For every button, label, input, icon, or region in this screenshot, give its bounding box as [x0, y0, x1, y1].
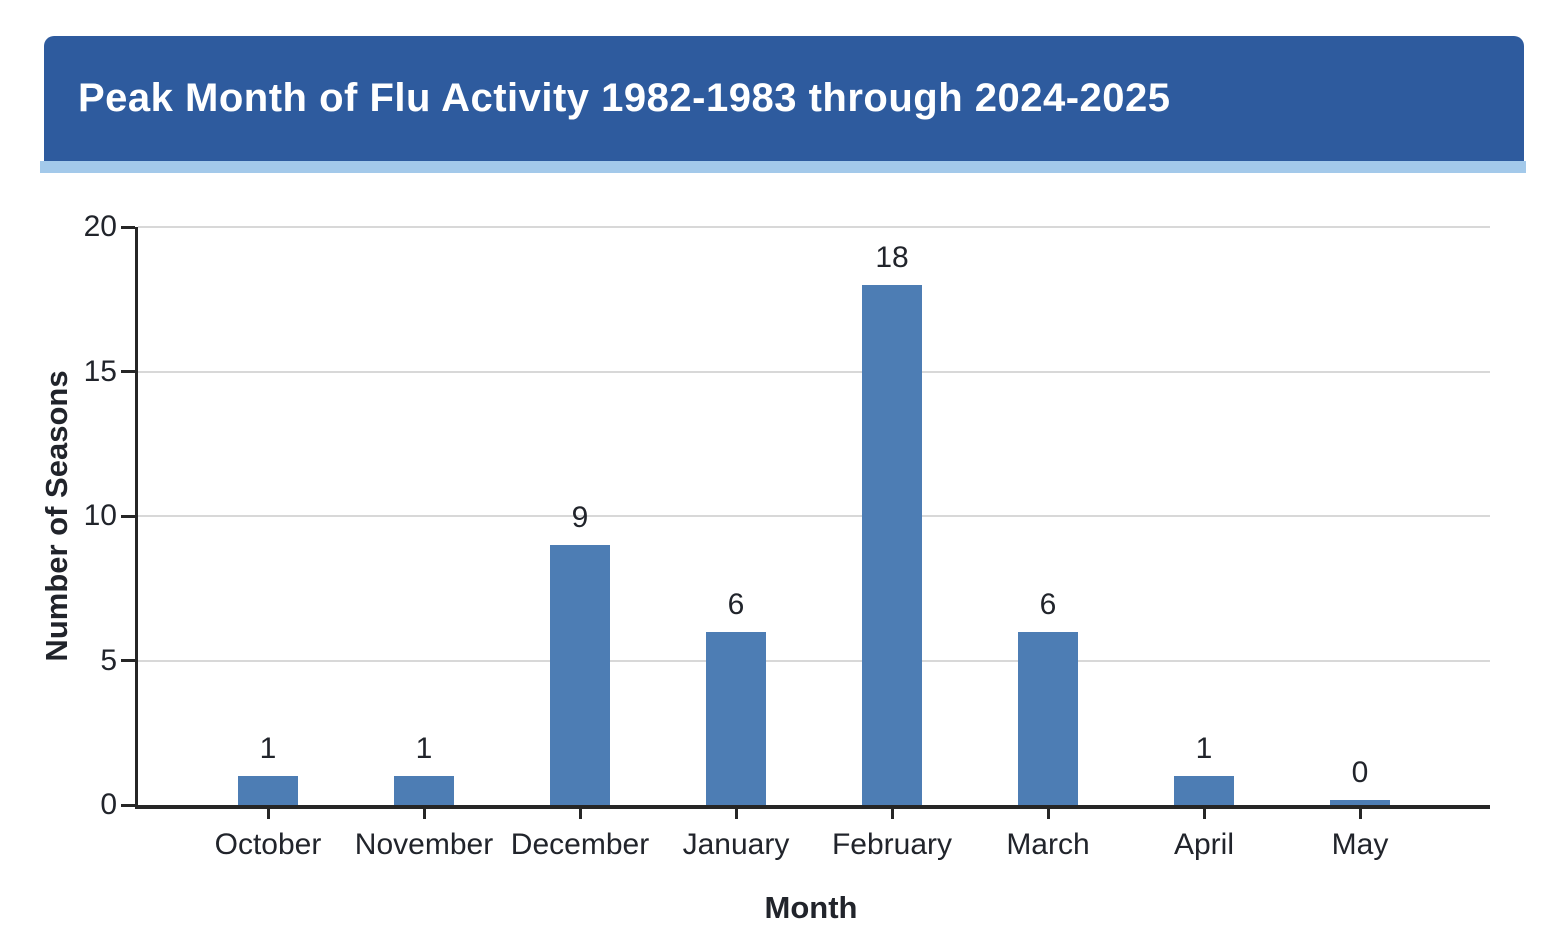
- bar-value-label: 0: [1351, 756, 1369, 789]
- bar-value-label: 9: [571, 500, 589, 534]
- bar-december: [550, 544, 610, 805]
- y-axis-tick: [121, 370, 135, 373]
- header-banner: Peak Month of Flu Activity 1982-1983 thr…: [44, 36, 1524, 161]
- bar-may: [1330, 800, 1390, 805]
- y-tick-label: 10: [83, 499, 117, 532]
- chart-title: Peak Month of Flu Activity 1982-1983 thr…: [78, 76, 1171, 120]
- x-axis-tick: [578, 805, 582, 819]
- y-tick-label: 0: [100, 788, 117, 821]
- bar-value-label: 1: [1195, 732, 1213, 766]
- x-tick-label: January: [682, 828, 790, 861]
- bar-value-label: 1: [415, 732, 433, 766]
- gridline: [138, 515, 1490, 517]
- y-axis-tick: [121, 514, 135, 518]
- bar-value-label: 18: [875, 240, 909, 274]
- plot-area: 0 5 10 15 20 1 October 1 November 9 December 6 Janua…: [84, 210, 1490, 861]
- bar-april: [1174, 776, 1234, 805]
- bar-november: [394, 776, 454, 805]
- gridline: [138, 226, 1490, 228]
- y-axis-tick: [121, 803, 135, 807]
- x-tick-label: November: [354, 828, 494, 861]
- x-tick-label: May: [1331, 828, 1389, 861]
- x-axis-tick: [1046, 805, 1050, 819]
- bar-january: [706, 631, 766, 805]
- bar-value-label: 6: [727, 587, 745, 621]
- x-axis-tick: [266, 805, 270, 819]
- x-tick-label: April: [1173, 828, 1234, 861]
- x-axis-tick: [890, 805, 894, 819]
- y-tick-label: 20: [83, 210, 117, 243]
- gridline: [138, 659, 1490, 662]
- y-tick-label: 15: [83, 354, 117, 388]
- header-accent-stripe: [40, 161, 1526, 173]
- x-tick-label: February: [831, 828, 953, 861]
- bar-value-label: 1: [259, 732, 277, 766]
- x-tick-label: March: [1006, 828, 1090, 861]
- x-axis-tick: [734, 805, 738, 819]
- bar-value-label: 6: [1039, 587, 1057, 621]
- y-axis-tick: [121, 225, 135, 229]
- x-tick-label: October: [214, 828, 322, 861]
- x-axis-tick: [1358, 805, 1362, 819]
- gridline: [138, 370, 1490, 373]
- x-axis-tick: [1202, 805, 1206, 819]
- x-axis-tick: [422, 805, 426, 819]
- y-tick-label: 5: [100, 643, 117, 677]
- x-tick-label: December: [510, 828, 650, 861]
- x-axis-label: Month: [764, 890, 858, 925]
- bar-march: [1018, 631, 1078, 805]
- bar-february: [862, 284, 922, 805]
- y-axis-tick: [121, 659, 135, 662]
- bar-october: [238, 776, 298, 805]
